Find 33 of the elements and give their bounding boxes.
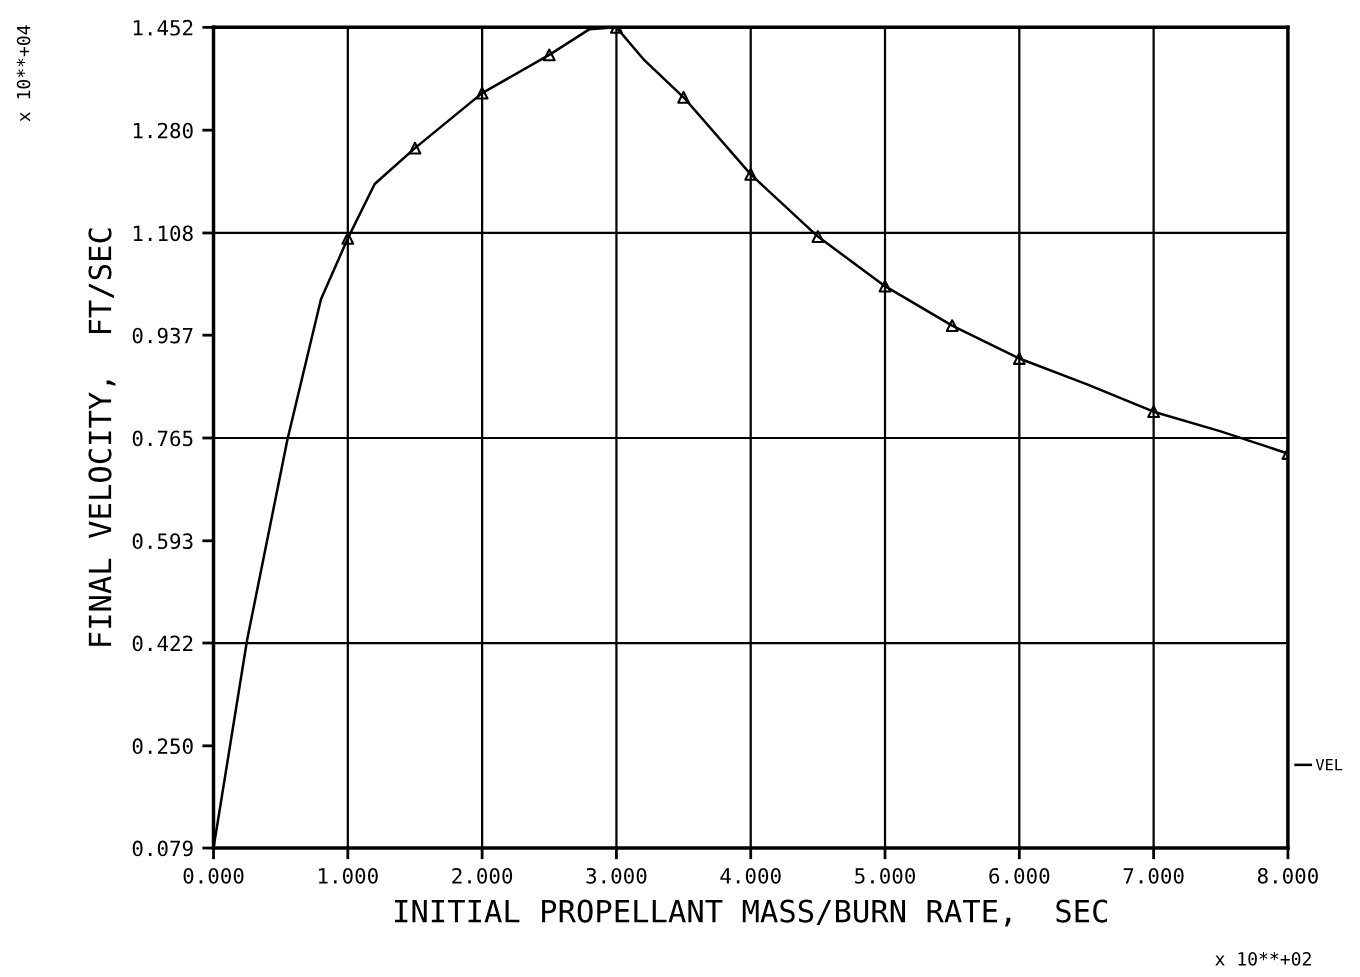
y-axis-title: FINAL VELOCITY, FT/SEC (88, 228, 116, 646)
x-tick-label: 6.000 (989, 867, 1050, 884)
legend-label: VEL (1315, 759, 1343, 771)
x-tick-label: 3.000 (586, 867, 647, 884)
x-tick-label: 8.000 (1257, 867, 1318, 884)
x-tick-label: 0.000 (183, 867, 244, 884)
y-tick-label: 0.250 (132, 738, 193, 755)
point (878, 279, 892, 293)
x-tick-label: 2.000 (452, 867, 513, 884)
x-axis-title: INITIAL PROPELLANT MASS/BURN RATE, SEC (395, 899, 1108, 927)
point (945, 319, 959, 333)
x-tick-label: 1.000 (318, 867, 378, 884)
point (677, 90, 690, 104)
y-tick-label: 0.079 (132, 840, 193, 857)
x-tick-label: 7.000 (1123, 867, 1184, 884)
y-tick-label: 1.280 (133, 122, 193, 139)
text: x 10**+04 (16, 25, 31, 122)
y-tick-label: 1.108 (133, 225, 193, 242)
point (1012, 352, 1026, 365)
point (542, 48, 556, 62)
x-tick-label: 4.000 (720, 867, 781, 884)
point (811, 230, 825, 243)
x-tick-label: 5.000 (855, 867, 916, 884)
text: x 10**+02 (1215, 952, 1311, 966)
y-tick-label: 0.765 (132, 430, 193, 447)
point (744, 167, 758, 181)
point (475, 86, 489, 100)
point (408, 141, 422, 155)
y-tick-label: 0.937 (132, 327, 193, 344)
y-tick-label: 0.593 (132, 533, 193, 550)
y-tick-label: 0.422 (132, 635, 193, 652)
point (1147, 405, 1161, 419)
y-tick-label: 1.452 (133, 19, 193, 36)
